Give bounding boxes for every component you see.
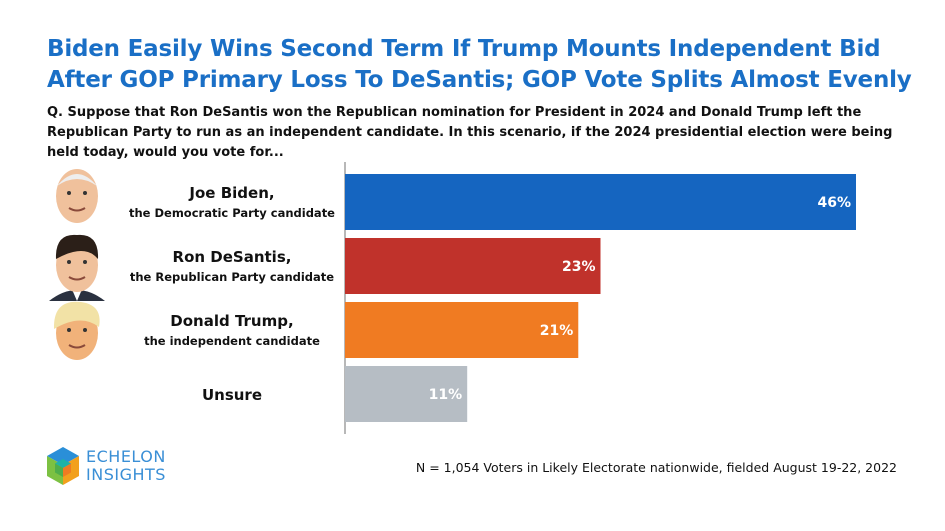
data-label-4: 11% xyxy=(429,387,463,403)
logo-line-1: ECHELON xyxy=(86,447,166,466)
category-name-2: Ron DeSantis, xyxy=(173,248,292,266)
category-sub-1: the Democratic Party candidate xyxy=(129,206,335,220)
echelon-insights-logo: ECHELON INSIGHTS xyxy=(44,445,244,490)
survey-question: Q. Suppose that Ron DeSantis won the Rep… xyxy=(47,105,893,160)
data-label-3: 21% xyxy=(540,323,574,339)
category-name-4: Unsure xyxy=(202,386,262,404)
category-sub-2: the Republican Party candidate xyxy=(130,270,334,284)
category-name-1: Joe Biden, xyxy=(188,184,274,202)
hexagon-cube-icon xyxy=(47,447,79,485)
chart-title: Biden Easily Wins Second Term If Trump M… xyxy=(47,36,912,93)
category-name-3: Donald Trump, xyxy=(170,312,293,330)
logo-line-2: INSIGHTS xyxy=(86,465,166,484)
bar-4 xyxy=(345,366,468,422)
category-sub-3: the independent candidate xyxy=(144,334,320,348)
logo-text: ECHELON INSIGHTS xyxy=(86,448,166,484)
bar-3 xyxy=(345,302,579,358)
data-label-1: 46% xyxy=(817,195,851,211)
footnote: N = 1,054 Voters in Likely Electorate na… xyxy=(415,460,897,475)
biden-portrait-icon xyxy=(56,169,98,223)
desantis-portrait-icon xyxy=(49,234,105,301)
trump-portrait-icon xyxy=(53,301,100,360)
bar-1 xyxy=(345,174,856,230)
bar-2 xyxy=(345,238,601,294)
data-label-2: 23% xyxy=(562,259,596,275)
